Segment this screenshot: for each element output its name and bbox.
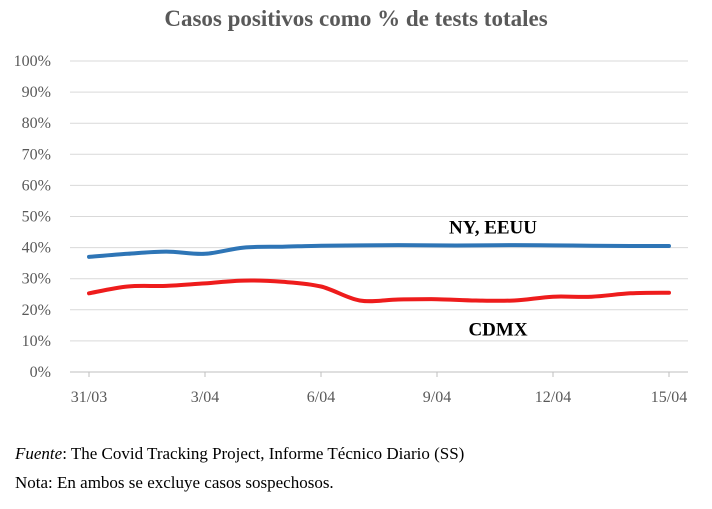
x-tick-label: 6/04 xyxy=(307,389,335,406)
y-tick-label: 10% xyxy=(22,333,51,350)
y-tick-label: 20% xyxy=(22,302,51,319)
x-tick-label: 12/04 xyxy=(535,389,571,406)
series-label: CDMX xyxy=(468,319,527,340)
gridlines xyxy=(70,60,688,373)
line-chart: 0%10%20%30%40%50%60%70%80%90%100% 31/03 3… xyxy=(14,53,688,406)
series-line xyxy=(87,278,671,304)
source-label: Fuente xyxy=(15,444,63,463)
x-axis-ticks: 31/03 3/04 6/04 9/04 12/04 15/04 xyxy=(71,372,687,406)
series-lines xyxy=(87,243,671,304)
y-tick-label: 40% xyxy=(22,240,51,257)
x-tick-label: 9/04 xyxy=(423,389,451,406)
y-tick-label: 60% xyxy=(22,177,51,194)
y-axis-ticks: 0% 10% 20% 30% 40% 50% 60% 70% 80% 90% 100% xyxy=(14,53,51,381)
y-tick-label: 30% xyxy=(22,271,51,288)
y-tick-label: 0% xyxy=(30,364,51,381)
y-tick-label: 70% xyxy=(22,146,51,163)
series-label: NY, EEUU xyxy=(449,217,537,238)
exclusion-note: Nota: En ambos se excluye casos sospecho… xyxy=(15,473,334,492)
y-tick-label: 90% xyxy=(22,84,51,101)
source-note: Fuente: The Covid Tracking Project, Info… xyxy=(15,444,464,464)
x-tick-label: 31/03 xyxy=(71,389,107,406)
chart-title: Casos positivos como % de tests totales xyxy=(164,6,548,31)
series-labels: NY, EEUU CDMX xyxy=(449,217,537,340)
y-tick-label: 100% xyxy=(14,53,51,70)
x-tick-label: 15/04 xyxy=(651,389,687,406)
series-line xyxy=(87,243,671,259)
y-tick-label: 50% xyxy=(22,209,51,226)
y-tick-label: 80% xyxy=(22,115,51,132)
source-text: : The Covid Tracking Project, Informe Té… xyxy=(62,444,465,463)
x-tick-label: 3/04 xyxy=(191,389,219,406)
